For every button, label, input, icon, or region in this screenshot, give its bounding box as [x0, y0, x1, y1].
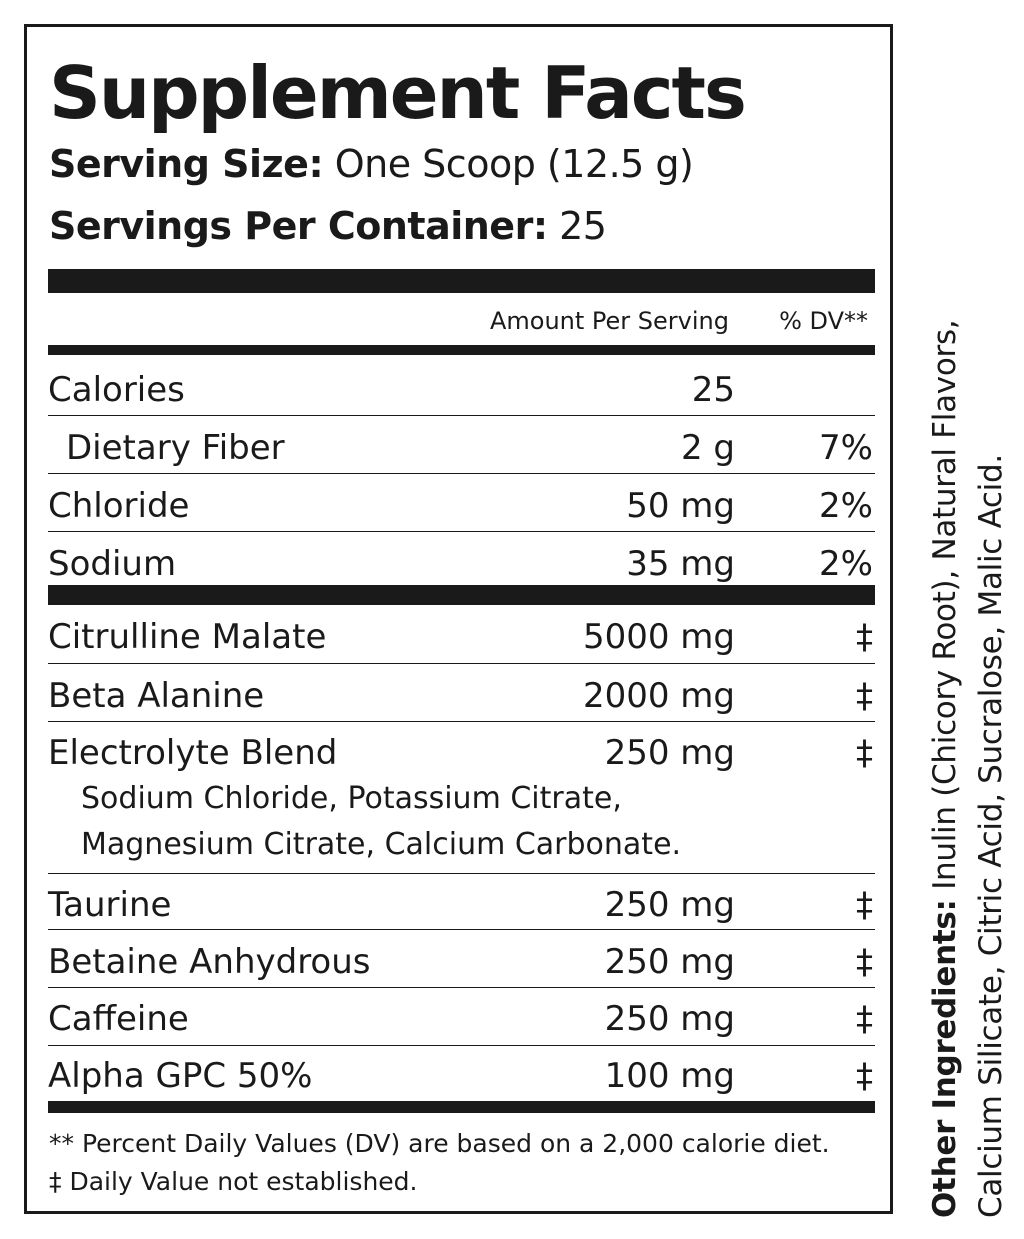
serving-size: Serving Size: One Scoop (12.5 g): [49, 142, 694, 186]
row-divider: [48, 415, 875, 416]
nutrient-row-electrolyte-blend: Electrolyte Blend 250 mg ‡: [48, 721, 875, 778]
nutrient-row-taurine: Taurine 250 mg ‡: [48, 873, 875, 930]
blend-components-line-1: Sodium Chloride, Potassium Citrate,: [81, 781, 622, 816]
nutrient-name: Beta Alanine: [48, 676, 265, 716]
nutrient-row-citrulline-malate: Citrulline Malate 5000 mg ‡: [48, 605, 875, 662]
amount-per-serving-header: Amount Per Serving: [489, 307, 729, 335]
thick-divider-bottom: [48, 1101, 875, 1113]
nutrient-dv: ‡: [856, 617, 873, 657]
nutrient-amount: 100 mg: [604, 1056, 735, 1096]
nutrient-name: Taurine: [48, 885, 172, 925]
servings-per-container: Servings Per Container: 25: [49, 204, 607, 248]
nutrient-row-betaine-anhydrous: Betaine Anhydrous 250 mg ‡: [48, 930, 875, 987]
nutrient-dv: ‡: [856, 885, 873, 925]
nutrient-name: Sodium: [48, 544, 177, 584]
nutrient-dv: ‡: [856, 999, 873, 1039]
nutrient-name: Electrolyte Blend: [48, 733, 338, 773]
nutrient-row-dietary-fiber: Dietary Fiber 2 g 7%: [48, 416, 875, 473]
nutrient-amount: 2000 mg: [582, 676, 735, 716]
nutrient-row-caffeine: Caffeine 250 mg ‡: [48, 987, 875, 1044]
other-ingredients-text-2: Calcium Silicate, Citric Acid, Sucralose…: [973, 454, 1009, 1218]
other-ingredients-line-1: Other Ingredients: Inulin (Chicory Root)…: [922, 38, 968, 1218]
footnote-percent-dv: ** Percent Daily Values (DV) are based o…: [49, 1129, 830, 1158]
divider-under-header: [48, 345, 875, 355]
nutrient-name: Caffeine: [48, 999, 189, 1039]
nutrient-name: Alpha GPC 50%: [48, 1056, 313, 1096]
row-divider: [48, 873, 875, 874]
row-divider: [48, 531, 875, 532]
nutrient-amount: 250 mg: [604, 999, 735, 1039]
nutrient-amount: 250 mg: [604, 942, 735, 982]
thick-divider-top: [48, 269, 875, 293]
servings-per-container-value: 25: [559, 204, 607, 248]
nutrient-amount: 250 mg: [604, 885, 735, 925]
nutrient-row-sodium: Sodium 35 mg 2%: [48, 532, 875, 589]
row-divider: [48, 663, 875, 664]
nutrient-row-chloride: Chloride 50 mg 2%: [48, 474, 875, 531]
supplement-facts-panel: Supplement Facts Serving Size: One Scoop…: [24, 24, 893, 1214]
blend-components-line-2: Magnesium Citrate, Calcium Carbonate.: [81, 827, 682, 862]
servings-per-container-label: Servings Per Container:: [49, 204, 548, 248]
other-ingredients-label: Other Ingredients:: [927, 899, 963, 1218]
serving-size-value: One Scoop (12.5 g): [334, 142, 694, 186]
nutrient-amount: 50 mg: [626, 486, 735, 526]
footnote-dv-not-established: ‡ Daily Value not established.: [49, 1167, 418, 1196]
nutrient-name: Chloride: [48, 486, 190, 526]
nutrient-row-beta-alanine: Beta Alanine 2000 mg ‡: [48, 664, 875, 721]
nutrient-amount: 35 mg: [626, 544, 735, 584]
nutrient-amount: 250 mg: [604, 733, 735, 773]
panel-title: Supplement Facts: [49, 51, 747, 135]
row-divider: [48, 721, 875, 722]
row-divider: [48, 987, 875, 988]
serving-size-label: Serving Size:: [49, 142, 324, 186]
nutrient-name: Dietary Fiber: [66, 428, 285, 468]
row-divider: [48, 473, 875, 474]
nutrient-amount: 25: [691, 370, 735, 410]
nutrient-amount: 5000 mg: [582, 617, 735, 657]
nutrient-name: Betaine Anhydrous: [48, 942, 371, 982]
nutrient-row-alpha-gpc: Alpha GPC 50% 100 mg ‡: [48, 1044, 875, 1101]
row-divider: [48, 1045, 875, 1046]
row-divider: [48, 929, 875, 930]
other-ingredients-text-1: Inulin (Chicory Root), Natural Flavors,: [927, 319, 963, 890]
nutrient-dv: ‡: [856, 733, 873, 773]
nutrient-row-calories: Calories 25: [48, 358, 875, 415]
nutrient-dv: ‡: [856, 676, 873, 716]
other-ingredients: Other Ingredients: Inulin (Chicory Root)…: [922, 38, 1014, 1218]
nutrient-dv: ‡: [856, 1056, 873, 1096]
nutrient-name: Calories: [48, 370, 185, 410]
dv-header: % DV**: [779, 307, 868, 335]
nutrient-dv: 7%: [819, 428, 873, 468]
nutrient-amount: 2 g: [680, 428, 735, 468]
nutrient-name: Citrulline Malate: [48, 617, 327, 657]
nutrient-dv: ‡: [856, 942, 873, 982]
nutrient-dv: 2%: [819, 544, 873, 584]
nutrient-dv: 2%: [819, 486, 873, 526]
thick-divider-middle: [48, 585, 875, 605]
